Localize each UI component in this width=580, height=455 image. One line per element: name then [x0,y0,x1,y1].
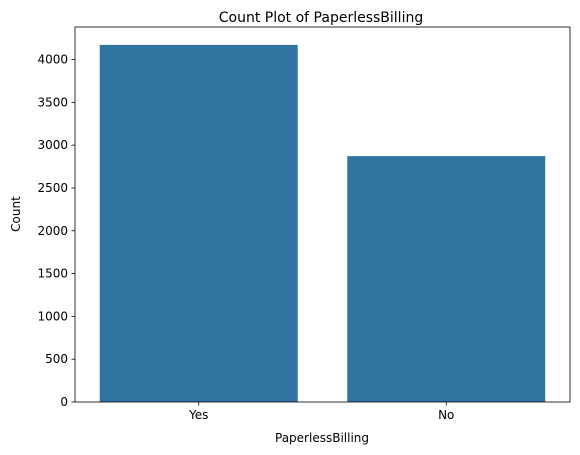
y-tick-label: 3000 [37,138,68,152]
x-tick-label-yes: Yes [188,408,208,422]
y-tick-label: 4000 [37,53,68,67]
x-tick-label-no: No [438,408,454,422]
y-tick-label: 3500 [37,95,68,109]
y-tick-label: 1000 [37,309,68,323]
plot-frame [74,26,571,403]
chart-title: Count Plot of PaperlessBilling [219,10,423,26]
bar-yes [99,44,298,403]
y-tick-label: 0 [60,395,68,409]
bar-no [347,156,546,402]
plot-area: 0 500 1000 1500 2000 2500 3000 3500 4000 Yes No [37,44,546,422]
y-tick-label: 500 [45,352,68,366]
y-tick-label: 2500 [37,181,68,195]
y-tick-label: 1500 [37,267,68,281]
y-axis-label: Count [9,196,23,232]
y-tick-label: 2000 [37,224,68,238]
x-axis-label: PaperlessBilling [275,431,369,445]
